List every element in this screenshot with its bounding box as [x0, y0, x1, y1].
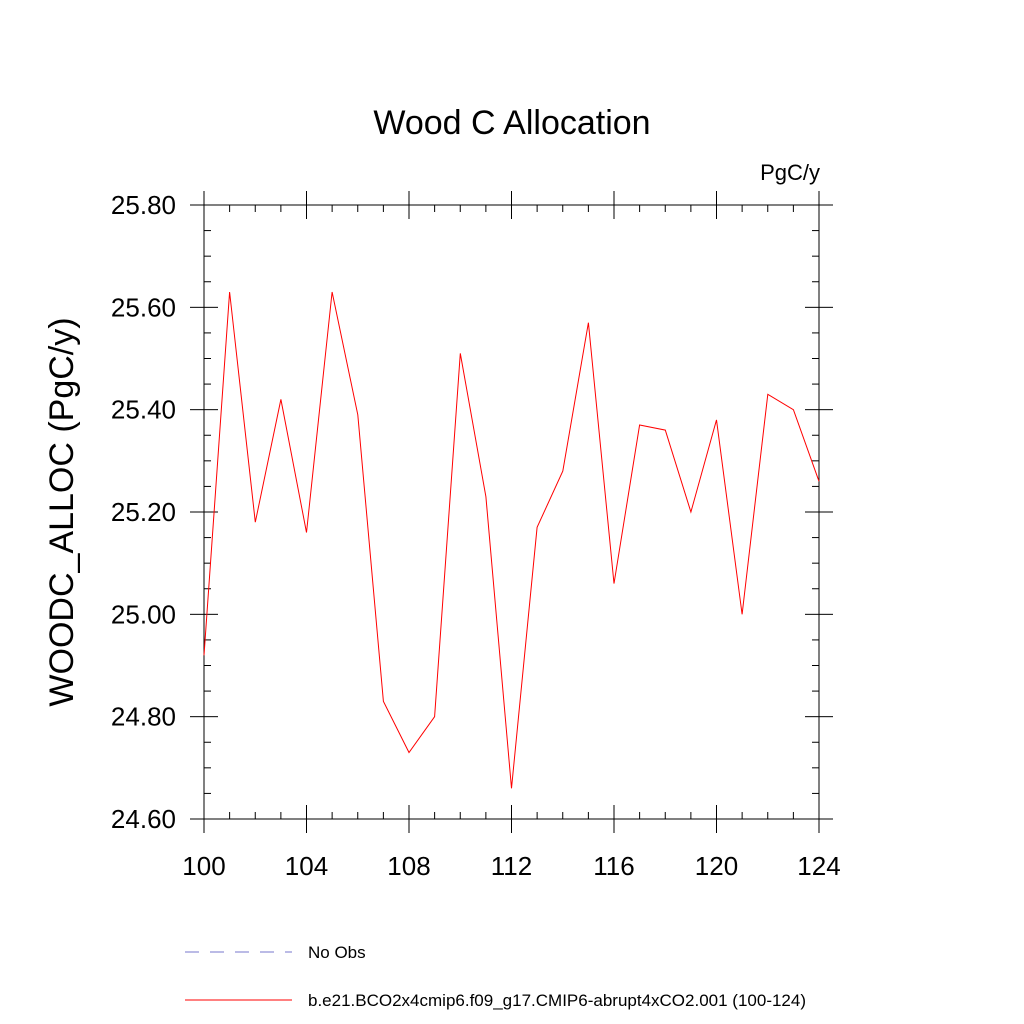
y-tick-label: 25.80 [111, 190, 176, 220]
y-tick-label: 25.60 [111, 292, 176, 322]
x-tick-label: 112 [491, 851, 532, 881]
axis-ticks [190, 191, 833, 833]
y-tick-label: 25.00 [111, 599, 176, 629]
legend-label-no-obs: No Obs [308, 943, 366, 962]
y-tick-label: 25.40 [111, 395, 176, 425]
y-axis-label: WOODC_ALLOC (PgC/y) [43, 317, 81, 706]
y-tick-label: 25.20 [111, 497, 176, 527]
x-tick-label: 120 [695, 851, 738, 881]
x-tick-label: 104 [285, 851, 328, 881]
legend: No Obs b.e21.BCO2x4cmip6.f09_g17.CMIP6-a… [185, 943, 806, 1010]
plot-frame [203, 204, 820, 820]
x-tick-label: 116 [593, 851, 634, 881]
chart-title: Wood C Allocation [373, 104, 650, 142]
series-line [203, 291, 820, 789]
x-tick-label: 124 [797, 851, 840, 881]
y-tick-label: 24.80 [111, 702, 176, 732]
series-layer [203, 291, 820, 789]
legend-label-series: b.e21.BCO2x4cmip6.f09_g17.CMIP6-abrupt4x… [308, 991, 806, 1010]
y-tick-label: 24.60 [111, 804, 176, 834]
tick-labels: 100 104 108 112 116 120 124 24.60 24.80 25.00 25.2… [111, 190, 841, 881]
x-tick-label: 100 [182, 851, 225, 881]
units-label: PgC/y [760, 160, 820, 185]
x-tick-label: 108 [387, 851, 430, 881]
